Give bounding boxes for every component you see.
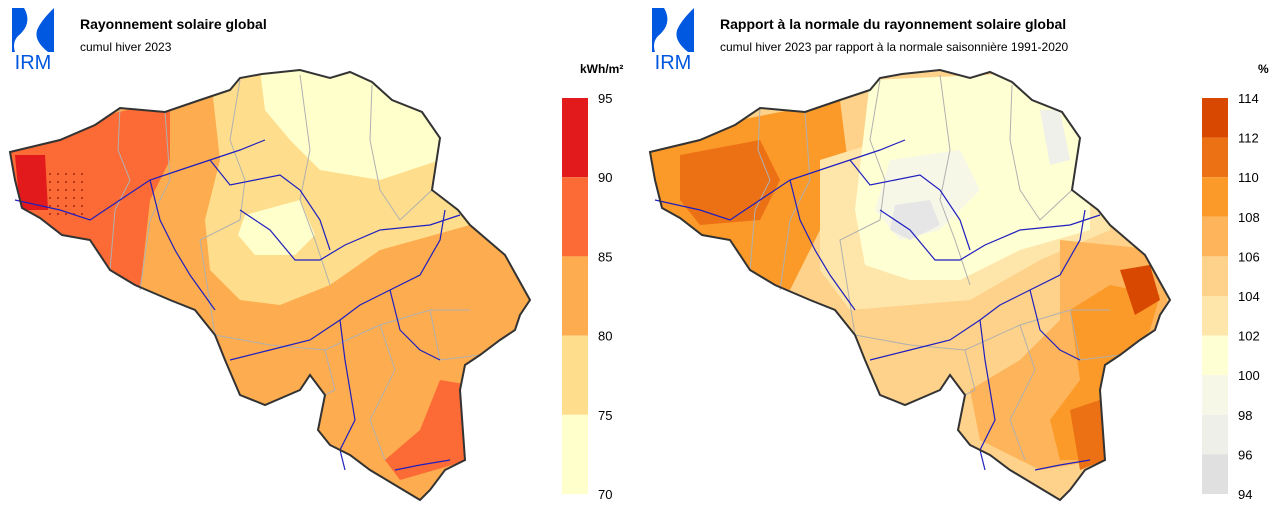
zone-90-95 [15, 155, 48, 210]
zone-112-114 [1120, 265, 1160, 315]
radiation-legend-tick-label: 80 [598, 329, 612, 344]
zone-110-112-south [1070, 400, 1105, 470]
map-subtitle: cumul hiver 2023 [80, 40, 172, 54]
zone-70-75-center [238, 200, 315, 255]
ratio-legend-swatch [1202, 177, 1228, 217]
ratio-legend-swatch [1202, 454, 1228, 494]
ratio-legend-tick-label: 104 [1238, 289, 1260, 304]
radiation-legend-tick-label: 85 [598, 249, 612, 264]
radiation-legend: 95 90 85 80 75 70 [562, 94, 612, 502]
solar-radiation-panel: IRM Rayonnement solaire global cumul hiv… [9, 8, 624, 502]
rivers [654, 139, 1101, 471]
ratio-legend-swatch [1202, 335, 1228, 376]
ratio-legend-swatch [1202, 137, 1228, 178]
radiation-legend-swatch [562, 414, 588, 494]
map-subtitle: cumul hiver 2023 par rapport à la normal… [720, 40, 1069, 54]
radiation-legend-tick-label: 70 [598, 487, 612, 502]
legend-unit: kWh/m² [580, 62, 624, 76]
radiation-legend-swatch [562, 256, 588, 336]
zone-96-98 [890, 200, 940, 240]
ratio-legend-tick-label: 98 [1238, 408, 1252, 423]
belgium-ratio-map [649, 69, 1171, 501]
irm-logo-text: IRM [15, 52, 52, 72]
ratio-legend-swatch [1202, 216, 1228, 257]
ratio-legend-swatch [1202, 414, 1228, 455]
irm-logo: IRM [652, 8, 694, 72]
ratio-legend-tick-label: 96 [1238, 447, 1252, 462]
radiation-legend-swatch [562, 98, 588, 178]
radiation-legend-tick-label: 75 [598, 408, 612, 423]
ratio-legend-tick-label: 110 [1238, 170, 1259, 185]
zone-96-98-north [1040, 110, 1070, 165]
ratio-legend-tick-label: 100 [1238, 368, 1260, 383]
ratio-panel: IRM Rapport à la normale du rayonnement … [640, 0, 1280, 507]
ratio-legend: 114 112 110 108 106 104 102 100 98 96 94 [1202, 94, 1260, 502]
ratio-legend-tick-label: 102 [1238, 329, 1260, 344]
ratio-legend-swatch [1202, 375, 1228, 415]
ratio-legend-tick-label: 108 [1238, 210, 1260, 225]
irm-logo: IRM [12, 8, 54, 72]
ratio-legend-swatch [1202, 256, 1228, 296]
province-borders [109, 74, 481, 461]
radiation-legend-swatch [562, 177, 588, 257]
radiation-legend-swatch [562, 335, 588, 415]
legend-unit: % [1258, 62, 1269, 76]
ratio-legend-swatch [1202, 98, 1228, 138]
belgium-radiation-map [9, 69, 531, 501]
map-title: Rapport à la normale du rayonnement sola… [720, 16, 1067, 32]
map-title: Rayonnement solaire global [80, 16, 267, 32]
ratio-legend-tick-label: 106 [1238, 249, 1260, 264]
province-borders [749, 74, 1121, 461]
radiation-legend-tick-label: 95 [598, 94, 612, 106]
ratio-legend-tick-label: 112 [1238, 131, 1259, 146]
rivers [14, 139, 461, 471]
zone-85-90-south [385, 380, 470, 480]
ratio-legend-swatch [1202, 296, 1228, 336]
irm-logo-text: IRM [655, 52, 692, 72]
stippled-zone [48, 170, 88, 220]
ratio-legend-tick-label: 94 [1238, 487, 1252, 502]
ratio-legend-tick-label: 114 [1238, 94, 1259, 106]
radiation-legend-tick-label: 90 [598, 170, 612, 185]
